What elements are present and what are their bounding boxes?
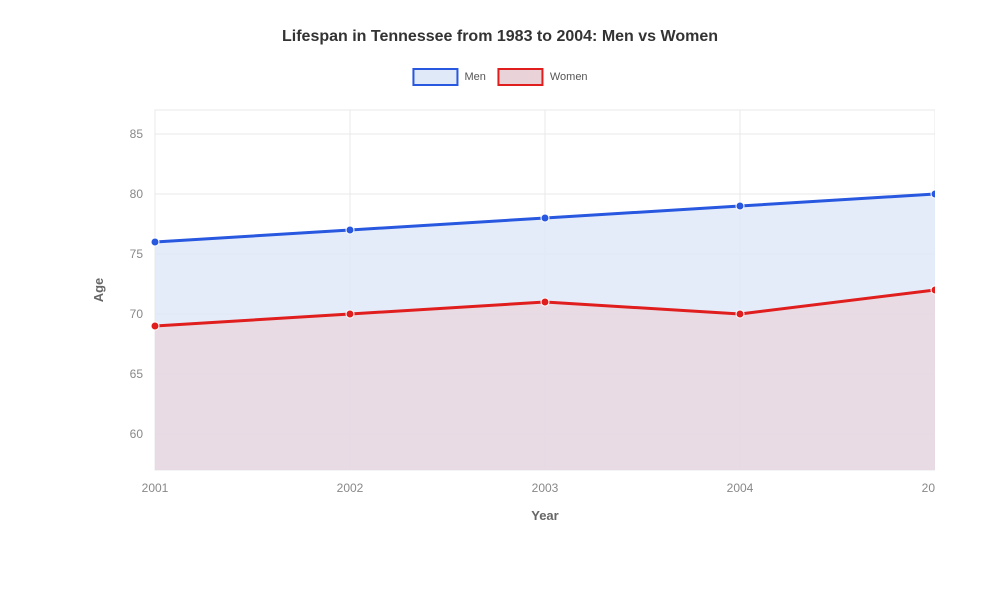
marker-men[interactable] [736,202,744,210]
marker-men[interactable] [931,190,935,198]
marker-men[interactable] [346,226,354,234]
marker-men[interactable] [151,238,159,246]
marker-women[interactable] [736,310,744,318]
legend-label-men: Men [464,71,485,83]
x-tick-label: 2002 [337,481,364,495]
y-tick-label: 85 [130,127,144,141]
legend-item-men[interactable]: Men [412,68,485,86]
marker-women[interactable] [931,286,935,294]
x-tick-label: 2004 [727,481,754,495]
y-tick-label: 75 [130,247,144,261]
y-axis-label: Age [91,278,106,303]
legend-swatch-women [498,68,544,86]
marker-women[interactable] [541,298,549,306]
marker-women[interactable] [151,322,159,330]
marker-women[interactable] [346,310,354,318]
y-tick-label: 65 [130,367,144,381]
chart-title: Lifespan in Tennessee from 1983 to 2004:… [0,28,1000,46]
marker-men[interactable] [541,214,549,222]
legend-swatch-men [412,68,458,86]
x-tick-label: 2003 [532,481,559,495]
x-axis-label: Year [531,508,558,523]
y-tick-label: 60 [130,427,144,441]
plot-area: 60657075808520012002200320042005YearAge [85,100,935,500]
chart-svg: 60 65 70 75 80 85 2001 2002 2003 2004 2005 Year Age [85,100,935,560]
x-tick-label: 2001 [142,481,169,495]
y-tick-label: 70 [130,307,144,321]
legend-item-women[interactable]: Women [498,68,588,86]
chart-legend: Men Women [412,68,587,86]
y-tick-label: 80 [130,187,144,201]
x-tick-label: 2005 [922,481,935,495]
chart-container: Lifespan in Tennessee from 1983 to 2004:… [0,0,1000,600]
legend-label-women: Women [550,71,588,83]
